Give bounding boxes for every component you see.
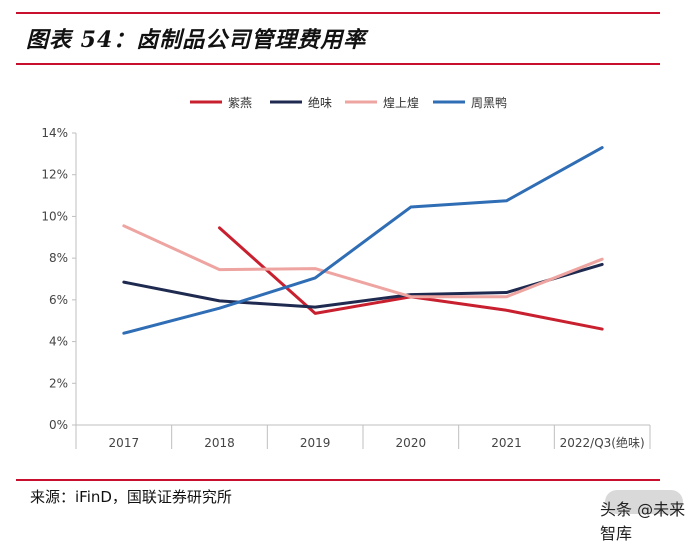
x-tick-label: 2021 [491,436,522,450]
x-tick-label: 2018 [204,436,235,450]
y-tick-label: 6% [49,293,68,307]
x-tick-label: 2017 [109,436,140,450]
y-tick-label: 12% [41,168,68,182]
source-top-rule [16,479,660,481]
y-tick-label: 14% [41,126,68,140]
source-note: 来源：iFinD，国联证券研究所 [30,488,232,506]
title-bottom-rule [16,63,660,65]
series-line-2 [122,224,604,299]
legend-label-1: 绝味 [308,95,332,110]
watermark-badge [605,490,683,514]
chart-title: 图表 54：卤制品公司管理费用率 [26,27,367,53]
y-tick-label: 2% [49,376,68,390]
legend-label-0: 紫燕 [228,96,252,110]
x-tick-label: 2022/Q3(绝味) [560,435,645,450]
y-tick-label: 4% [49,335,68,349]
chart-legend: 紫燕 绝味 煌上煌 周黑鸭 [190,95,507,110]
series-line-3 [122,146,604,335]
legend-label-2: 煌上煌 [383,96,419,110]
y-tick-label: 10% [41,209,68,223]
x-tick-label: 2020 [396,436,427,450]
y-tick-label: 8% [49,251,68,265]
title-top-rule [16,12,660,14]
series-line-0 [218,226,604,331]
legend-label-3: 周黑鸭 [471,96,507,110]
line-chart: 紫燕 绝味 煌上煌 周黑鸭 0% 2% 4% 6% 8% 10% 12% 14% 2017 2018 20… [41,95,651,450]
chart-axes: 0% 2% 4% 6% 8% 10% 12% 14% 2017 2018 2019 2020 2021 2… [41,126,651,450]
watermark-text: 头条 @未来智库 [600,500,686,543]
x-tick-label: 2019 [300,436,331,450]
y-tick-label: 0% [49,418,68,432]
chart-series [122,146,604,335]
series-line-1 [122,262,604,309]
